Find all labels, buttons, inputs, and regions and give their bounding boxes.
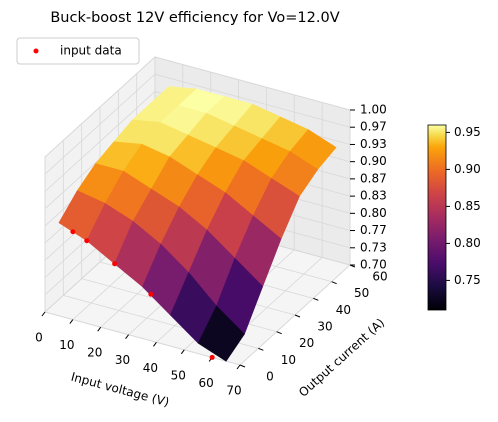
y-tick <box>239 364 246 368</box>
z-tick-label: 0.73 <box>360 240 387 254</box>
y-axis-label: Output current (A) <box>296 316 387 400</box>
y-tick-label: 40 <box>336 303 351 317</box>
y-tick-label: 30 <box>317 320 332 334</box>
colorbar-tick-label: 0.80 <box>454 236 481 250</box>
z-tick-label: 0.90 <box>360 154 387 168</box>
data-point <box>84 238 90 244</box>
x-tick-label: 20 <box>87 346 102 360</box>
x-tick-label: 50 <box>171 368 186 382</box>
y-tick-label: 50 <box>354 286 369 300</box>
y-tick <box>294 314 301 318</box>
x-tick-label: 30 <box>115 353 130 367</box>
data-point <box>70 229 76 235</box>
data-point <box>148 291 154 297</box>
colorbar-tick-label: 0.85 <box>454 199 481 213</box>
data-point <box>209 354 215 360</box>
x-tick <box>236 364 241 370</box>
y-tick-label: 0 <box>266 370 274 384</box>
z-tick-label: 0.83 <box>360 189 387 203</box>
grid-line <box>44 56 351 158</box>
y-tick-label: 20 <box>299 336 314 350</box>
x-tick <box>41 311 46 317</box>
colorbar-tick-label: 0.95 <box>454 125 481 139</box>
colorbar-tick-label: 0.75 <box>454 273 481 287</box>
x-tick-label: 40 <box>143 361 158 375</box>
x-tick-label: 10 <box>59 338 74 352</box>
z-tick-label: 0.87 <box>360 171 387 185</box>
legend <box>16 37 140 65</box>
z-tick-label: 0.70 <box>360 258 387 272</box>
x-tick <box>125 334 129 340</box>
x-tick <box>97 326 102 332</box>
y-tick-label: 10 <box>281 353 296 367</box>
x-tick <box>180 349 185 355</box>
x-tick <box>69 319 74 324</box>
z-tick-label: 0.97 <box>360 120 387 134</box>
z-tick-label: 0.77 <box>360 223 387 237</box>
legend-marker <box>33 48 39 54</box>
surface-patch <box>197 305 245 362</box>
grid-line <box>44 311 241 366</box>
x-tick <box>153 341 157 347</box>
x-tick-label: 60 <box>199 376 214 390</box>
data-point <box>112 261 118 267</box>
colorbar-tick-label: 0.90 <box>454 162 481 176</box>
x-axis-label: Input voltage (V) <box>69 370 170 410</box>
chart-title: Buck-boost 12V efficiency for Vo=12.0V <box>50 10 339 26</box>
legend-label: input data <box>60 44 122 58</box>
x-tick-label: 70 <box>226 384 241 398</box>
y-tick <box>276 331 282 335</box>
y-tick-label: 60 <box>372 270 387 284</box>
z-tick-label: 1.00 <box>360 103 387 117</box>
z-tick-label: 0.93 <box>360 137 387 151</box>
z-tick-label: 0.80 <box>360 206 387 220</box>
y-tick <box>331 281 337 285</box>
colorbar <box>427 124 447 311</box>
y-tick <box>313 297 319 301</box>
grid-line <box>44 73 351 175</box>
y-tick <box>258 347 264 351</box>
x-tick-label: 0 <box>35 331 43 345</box>
